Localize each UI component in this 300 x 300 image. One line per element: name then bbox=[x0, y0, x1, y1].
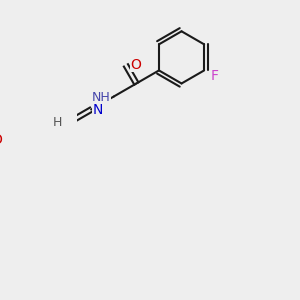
Text: H: H bbox=[53, 116, 62, 129]
Text: O: O bbox=[130, 58, 141, 72]
Text: O: O bbox=[0, 133, 2, 147]
Text: N: N bbox=[92, 103, 103, 117]
Text: F: F bbox=[210, 69, 218, 83]
Text: NH: NH bbox=[92, 91, 111, 104]
